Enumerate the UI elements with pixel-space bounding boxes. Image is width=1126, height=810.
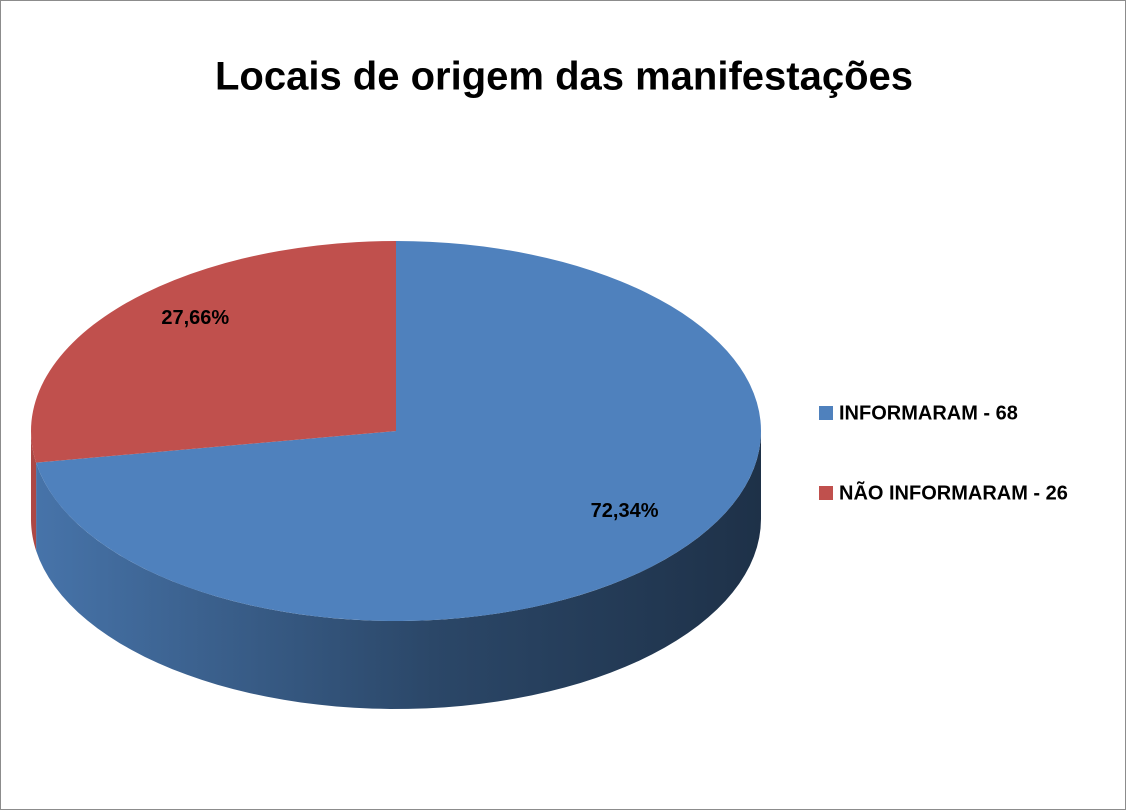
data-label: 27,66%: [161, 307, 229, 329]
legend-swatch: [819, 486, 833, 500]
chart-title: Locais de origem das manifestações: [215, 55, 913, 99]
slice-side: [36, 431, 761, 709]
slice: [31, 241, 397, 463]
data-label: 72,34%: [591, 500, 659, 522]
legend-swatch: [819, 406, 833, 420]
slice: [36, 241, 762, 622]
legend-label: INFORMARAM - 68: [839, 402, 1018, 424]
slice-side: [31, 431, 37, 551]
legend-label: NÃO INFORMARAM - 26: [839, 481, 1068, 504]
